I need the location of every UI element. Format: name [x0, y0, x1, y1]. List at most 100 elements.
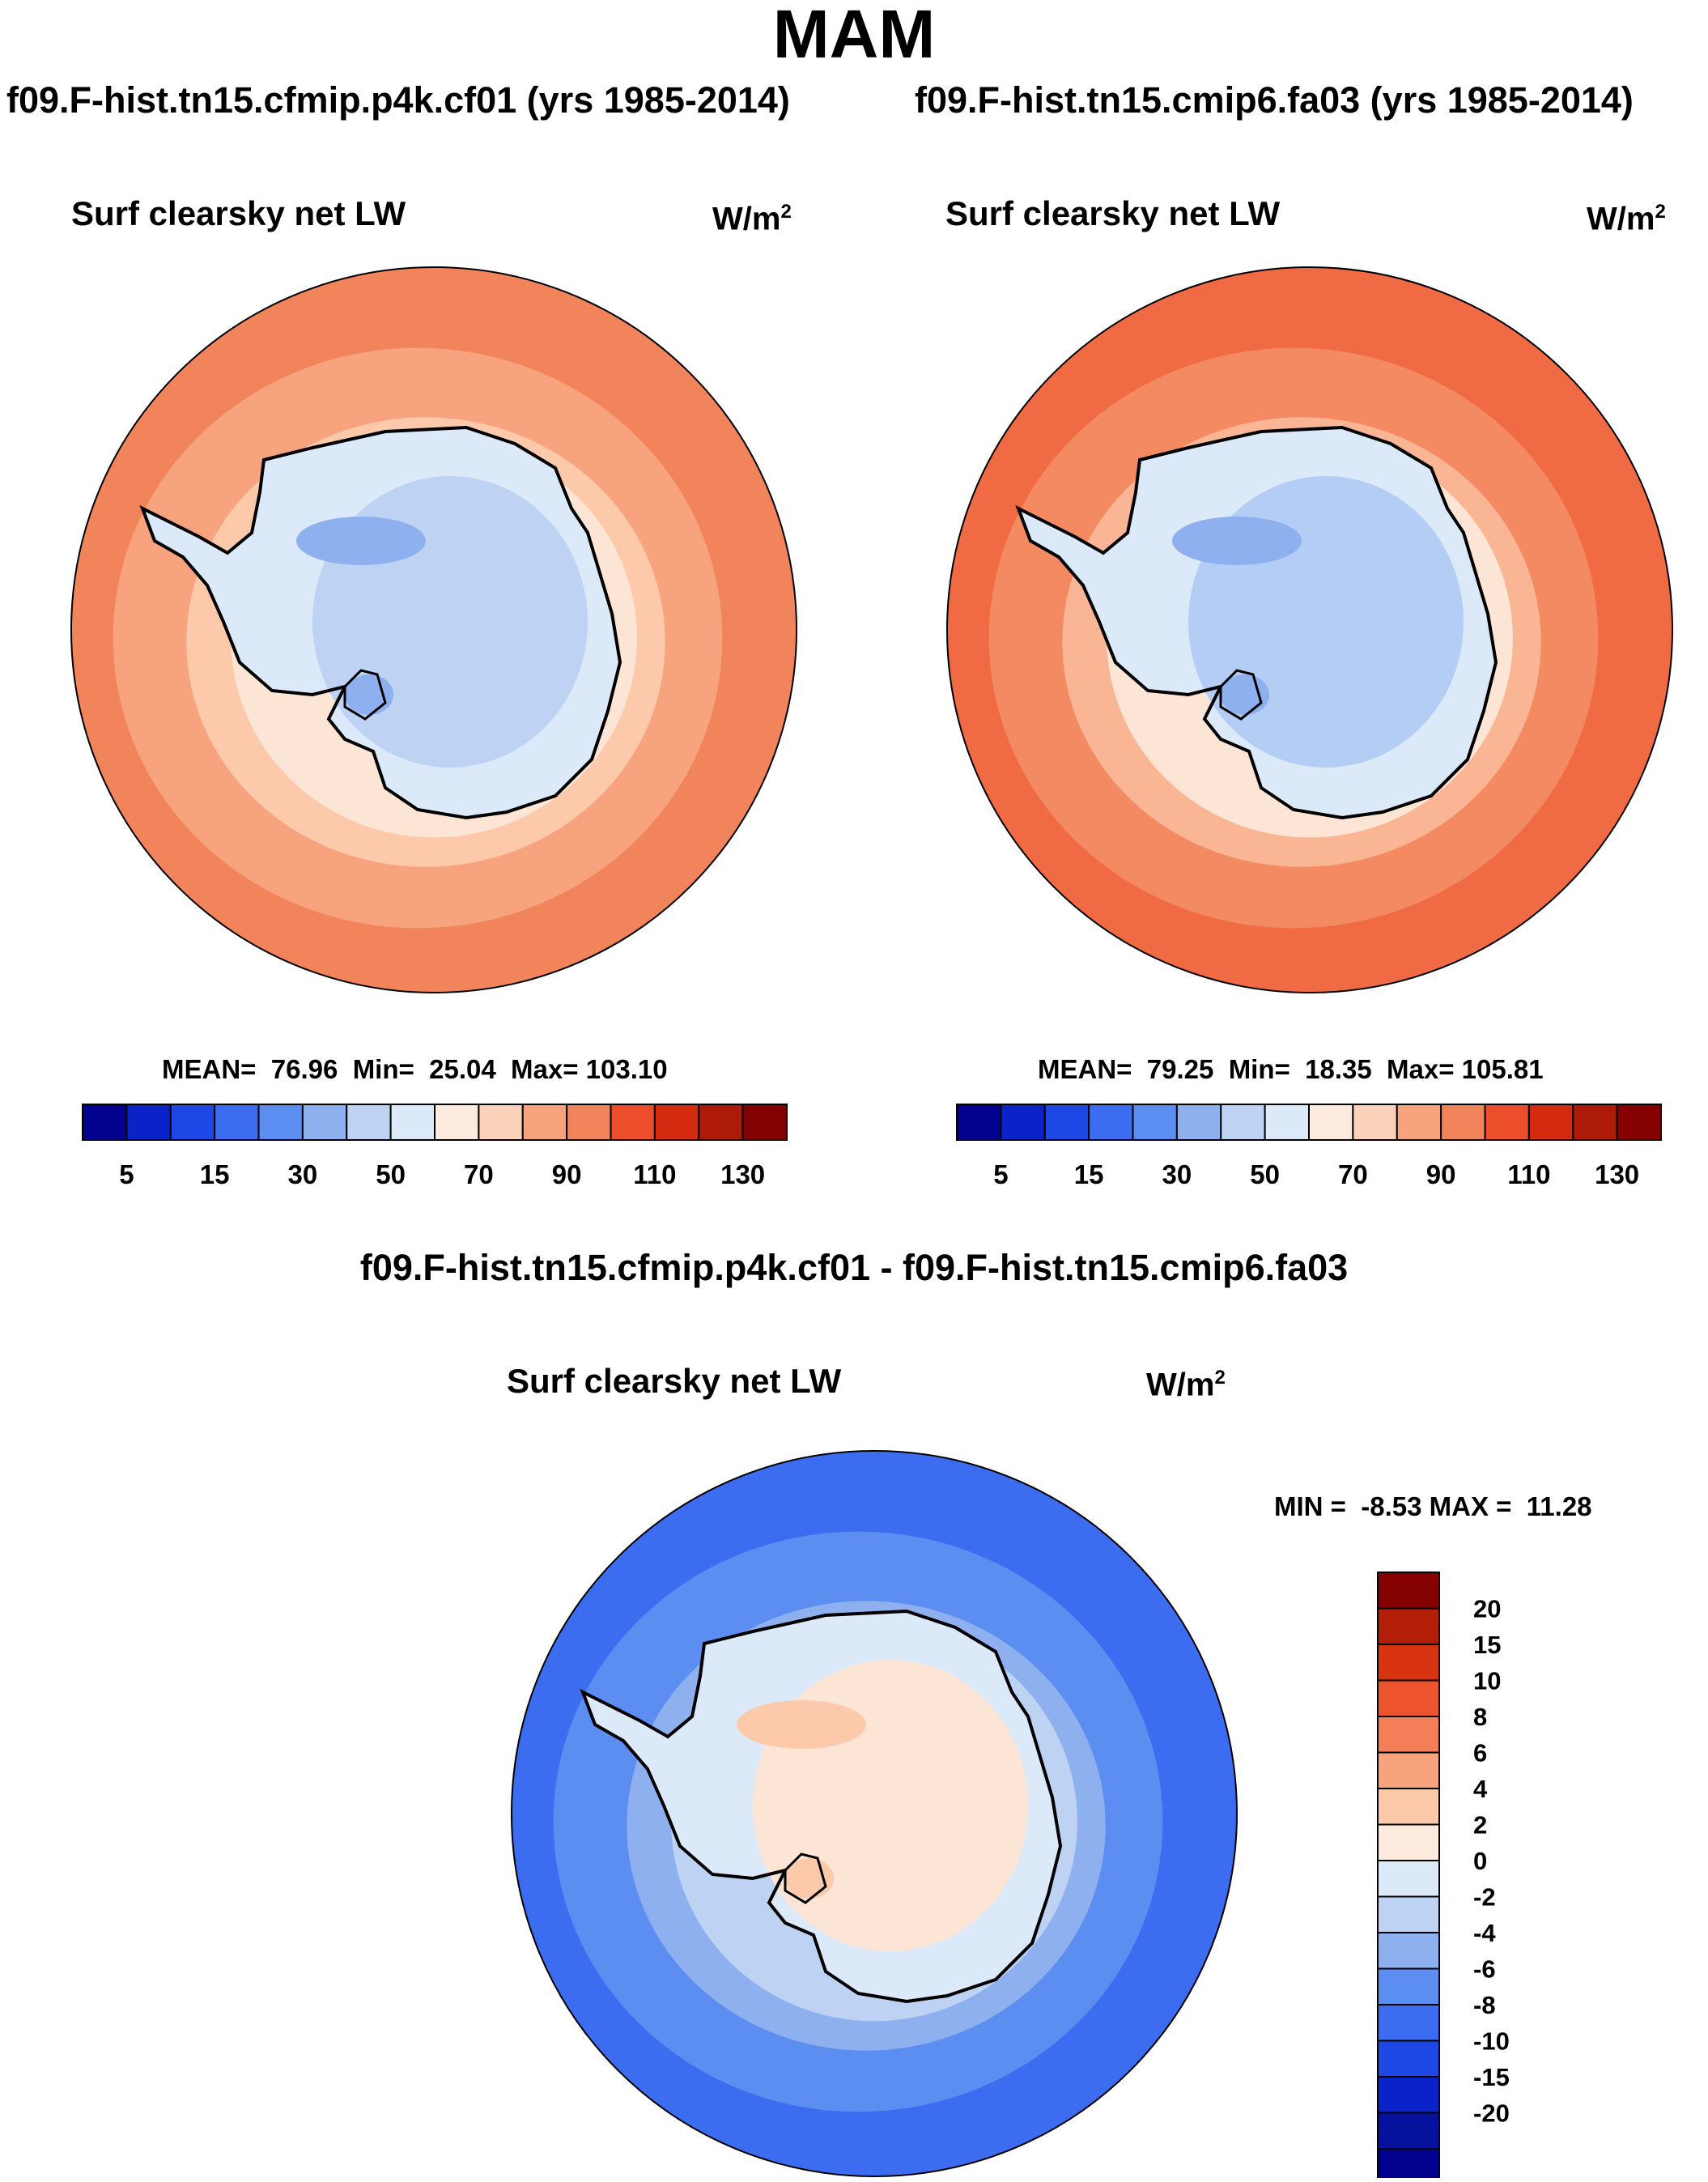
panel-2-colorbar-swatch [1088, 1104, 1134, 1141]
difference-colorbar-swatch [1377, 1679, 1440, 1717]
panel-2-colorbar: 5 15 30 50 70 90 110 130 [956, 1104, 1662, 1189]
difference-colorbar-tick-label: 2 [1473, 1811, 1487, 1840]
difference-ross-coastline [784, 1852, 827, 1904]
difference-map-border [511, 1450, 1238, 2177]
panel-1-colorbar-swatch [169, 1104, 216, 1141]
difference-colorbar-swatch [1377, 2112, 1440, 2150]
panel-1-colorbar-tick-label: 30 [288, 1159, 318, 1189]
panel-1-colorbar-swatch [698, 1104, 744, 1141]
panel-2-fill-group [947, 267, 1672, 993]
panel-2-units: W/m2 [1587, 201, 1666, 237]
difference-colorbar-tick-label: -8 [1473, 1991, 1496, 2019]
difference-colorbar-swatch [1377, 1788, 1440, 1826]
panel-1-stats: MEAN= 76.96 Min= 25.04 Max= 103.10 [162, 1054, 668, 1084]
difference-colorbar-swatch [1377, 1607, 1440, 1645]
page-title: MAM [772, 0, 936, 72]
difference-colorbar-swatch [1377, 1751, 1440, 1789]
panel-1-colorbar-swatch [82, 1104, 128, 1141]
panel-1-colorbar-swatch [434, 1104, 480, 1141]
panel-2-colorbar-swatch [1308, 1104, 1354, 1141]
panel-1-colorbar-swatch [653, 1104, 700, 1141]
panel-1-colorbar-tick-label: 110 [633, 1159, 676, 1189]
panel-2-colorbar-swatch [1264, 1104, 1310, 1141]
panel-1-colorbar-tick-label: 15 [200, 1159, 230, 1189]
difference-colorbar-swatch [1377, 1823, 1440, 1861]
panel-1-colorbar-swatch [478, 1104, 524, 1141]
panel-1-colorbar-tick-label: 50 [376, 1159, 406, 1189]
panel-2-coastline [1015, 425, 1498, 820]
difference-colorbar-tick-label: 20 [1473, 1595, 1501, 1623]
difference-colorbar-swatch [1377, 1932, 1440, 1970]
panel-2-colorbar-tick-label: 30 [1162, 1159, 1192, 1189]
panel-2-polar-map [946, 266, 1673, 993]
difference-colorbar-swatch [1377, 2148, 1440, 2178]
panel-1-low-zone [296, 517, 426, 565]
panel-2-colorbar-tick-label: 130 [1595, 1159, 1639, 1189]
panel-2-colorbar-tick-label: 5 [993, 1159, 1008, 1189]
difference-colorbar-tick-label: 4 [1473, 1775, 1488, 1803]
panel-2-colorbar-tick-label: 90 [1426, 1159, 1456, 1189]
difference-polar-map [511, 1450, 1238, 2177]
panel-1-colorbar-tick-label: 70 [464, 1159, 494, 1189]
difference-colorbar-tick-label: 10 [1473, 1667, 1501, 1695]
difference-colorbar-swatch [1377, 1644, 1440, 1682]
panel-2-colorbar-swatch [1175, 1104, 1222, 1141]
panel-1-colorbar-tick-label: 90 [552, 1159, 582, 1189]
difference-title: f09.F-hist.tn15.cfmip.p4k.cf01 - f09.F-h… [359, 1247, 1349, 1288]
panel-2-stats: MEAN= 79.25 Min= 18.35 Max= 105.81 [1038, 1054, 1544, 1084]
panel-2-case-title: f09.F-hist.tn15.cmip6.fa03 (yrs 1985-201… [915, 79, 1634, 121]
panel-2-colorbar-tick-label: 70 [1338, 1159, 1368, 1189]
panel-1-map-border [70, 266, 797, 993]
difference-units: W/m2 [1146, 1367, 1226, 1403]
panel-2-colorbar-swatch [1572, 1104, 1618, 1141]
panel-1-colorbar-swatch [521, 1104, 568, 1141]
panel-2-colorbar-tick-label: 110 [1507, 1159, 1550, 1189]
difference-colorbar-tick-label: -4 [1473, 1919, 1496, 1947]
panel-2-colorbar-swatch [1000, 1104, 1046, 1141]
panel-1-polar-map [70, 266, 797, 993]
difference-colorbar-tick-label: -20 [1473, 2099, 1510, 2128]
difference-colorbar-swatch [1377, 1716, 1440, 1754]
difference-colorbar-tick-label: -6 [1473, 1955, 1496, 1984]
difference-colorbar-tick-label: -2 [1473, 1883, 1496, 1912]
panel-2-colorbar-swatch [1132, 1104, 1178, 1141]
panel-2-low-zone [1172, 517, 1302, 565]
difference-colorbar-tick-label: -15 [1473, 2063, 1510, 2091]
difference-colorbar-tick-label: 15 [1473, 1631, 1501, 1659]
panel-1-units: W/m2 [712, 201, 792, 237]
difference-colorbar-swatch [1377, 2040, 1440, 2078]
difference-stats: MIN = -8.53 MAX = 11.28 [1274, 1491, 1592, 1521]
panel-1-case-title: f09.F-hist.tn15.cfmip.p4k.cf01 (yrs 1985… [6, 79, 790, 121]
difference-colorbar-swatch [1377, 1895, 1440, 1933]
difference-colorbar-tick-label: 0 [1473, 1847, 1487, 1875]
panel-2-colorbar-swatch [1440, 1104, 1486, 1141]
panel-2-ross-coastline [1219, 669, 1263, 721]
panel-1-colorbar-swatch [741, 1104, 788, 1141]
difference-colorbar-swatch [1377, 2004, 1440, 2042]
panel-1-colorbar-swatch [346, 1104, 392, 1141]
panel-2-colorbar-swatch [1527, 1104, 1574, 1141]
panel-1-colorbar-swatch [301, 1104, 348, 1141]
panel-2-colorbar-swatch [1043, 1104, 1090, 1141]
panel-2-colorbar-tick-label: 15 [1074, 1159, 1104, 1189]
panel-1-variable-label: Surf clearsky net LW [71, 194, 406, 232]
difference-fill-group [512, 1451, 1237, 2176]
panel-1-colorbar-swatch [389, 1104, 435, 1141]
panel-2-colorbar-swatch [1484, 1104, 1530, 1141]
panel-1-colorbar-tick-label: 130 [720, 1159, 765, 1189]
panel-1-colorbar-swatch [610, 1104, 656, 1141]
difference-variable-label: Surf clearsky net LW [507, 1362, 842, 1400]
difference-colorbar-swatch [1377, 1860, 1440, 1898]
panel-2-colorbar-swatch [1352, 1104, 1398, 1141]
panel-1-colorbar-tick-label: 5 [119, 1159, 134, 1189]
panel-2-colorbar-swatch [1616, 1104, 1662, 1141]
panel-1-coastline [139, 425, 622, 820]
difference-colorbar-swatch [1377, 1967, 1440, 2005]
panel-1-ross-coastline [343, 669, 387, 721]
difference-colorbar-tick-label: 6 [1473, 1739, 1487, 1767]
panel-1-colorbar-swatch [214, 1104, 260, 1141]
panel-1-fill-group [71, 267, 797, 993]
difference-coastline [580, 1609, 1063, 2004]
difference-colorbar-swatch [1377, 2076, 1440, 2114]
